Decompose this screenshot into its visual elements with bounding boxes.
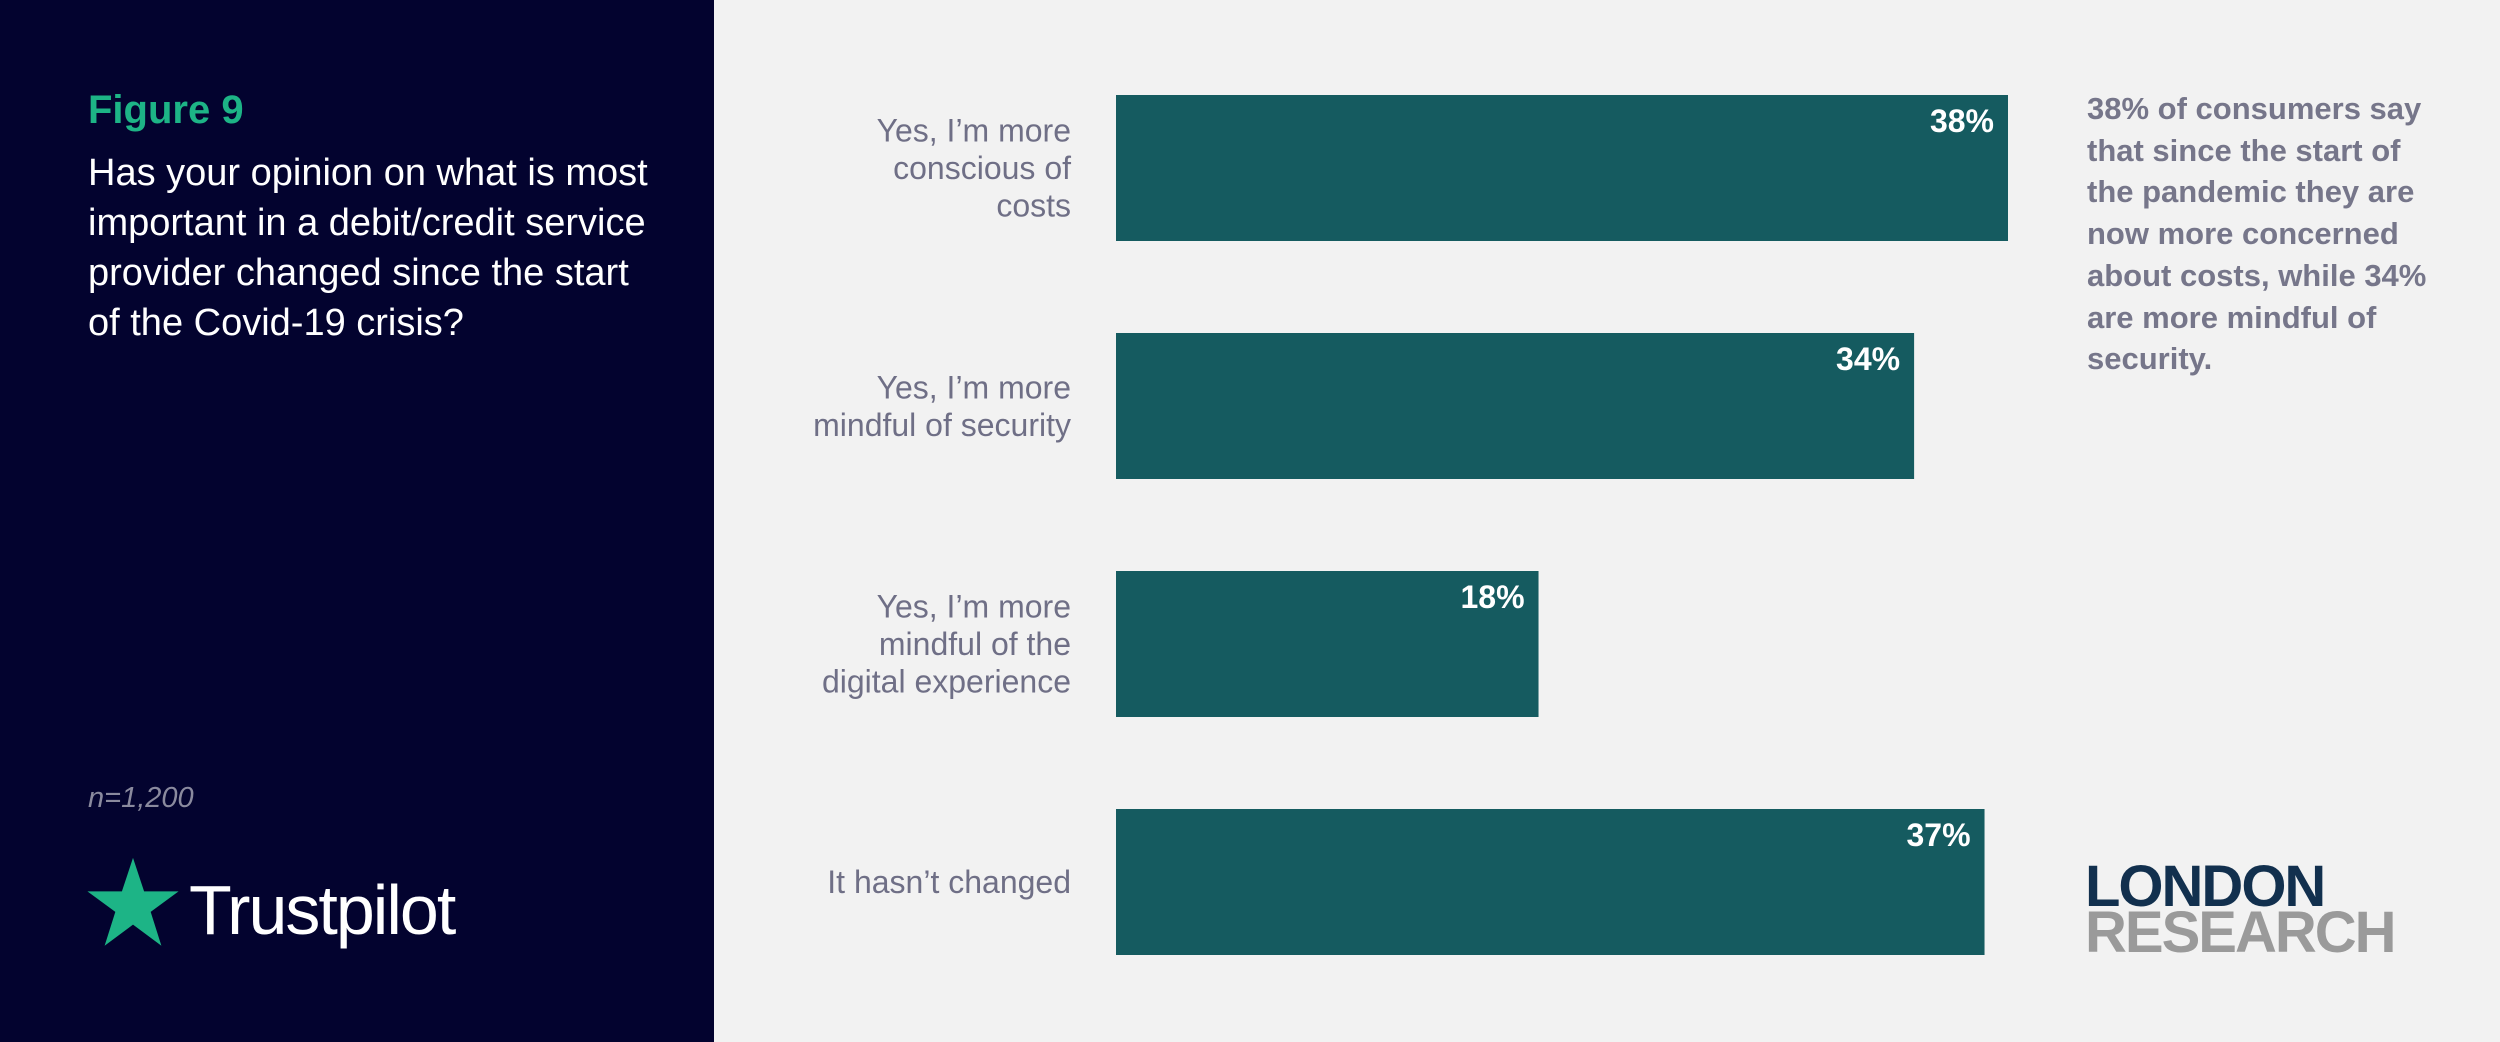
category-label-1: Yes, I’m more conscious of costs <box>877 113 1072 224</box>
bar-2 <box>1116 333 1915 479</box>
left-panel: Figure 9 Has your opinion on what is mos… <box>0 0 714 1042</box>
annotation-text: 38% of consumers say that since the star… <box>2087 91 2427 377</box>
bar-3 <box>1116 571 1539 717</box>
london-research-line1: LONDON <box>2085 854 2326 919</box>
sample-size: n=1,200 <box>88 782 194 814</box>
category-label-2: Yes, I’m more mindful of security <box>813 369 1071 443</box>
trustpilot-logo: Trustpilot <box>86 856 506 956</box>
bar-4 <box>1116 809 1985 955</box>
trustpilot-wordmark: Trustpilot <box>189 871 456 949</box>
bar-value-label-2: 34% <box>1836 341 1900 377</box>
bar-chart: 38% Yes, I’m more conscious of costs 34% Yes,… <box>813 95 2008 955</box>
bar-value-label-1: 38% <box>1930 103 1994 139</box>
london-research-logo: LONDON RESEARCH <box>2085 854 2445 965</box>
figure-label: Figure 9 <box>88 88 244 132</box>
star-icon <box>87 857 179 946</box>
category-label-3: Yes, I’m more mindful of the digital exper… <box>822 589 1071 700</box>
chart-question: Has your opinion on what is most importa… <box>88 152 648 344</box>
bar-1 <box>1116 95 2008 241</box>
bar-value-label-3: 18% <box>1460 579 1524 615</box>
bar-value-label-4: 37% <box>1906 817 1970 853</box>
category-label-4: It hasn’t changed <box>827 864 1071 900</box>
london-research-line2: RESEARCH <box>2085 900 2396 965</box>
